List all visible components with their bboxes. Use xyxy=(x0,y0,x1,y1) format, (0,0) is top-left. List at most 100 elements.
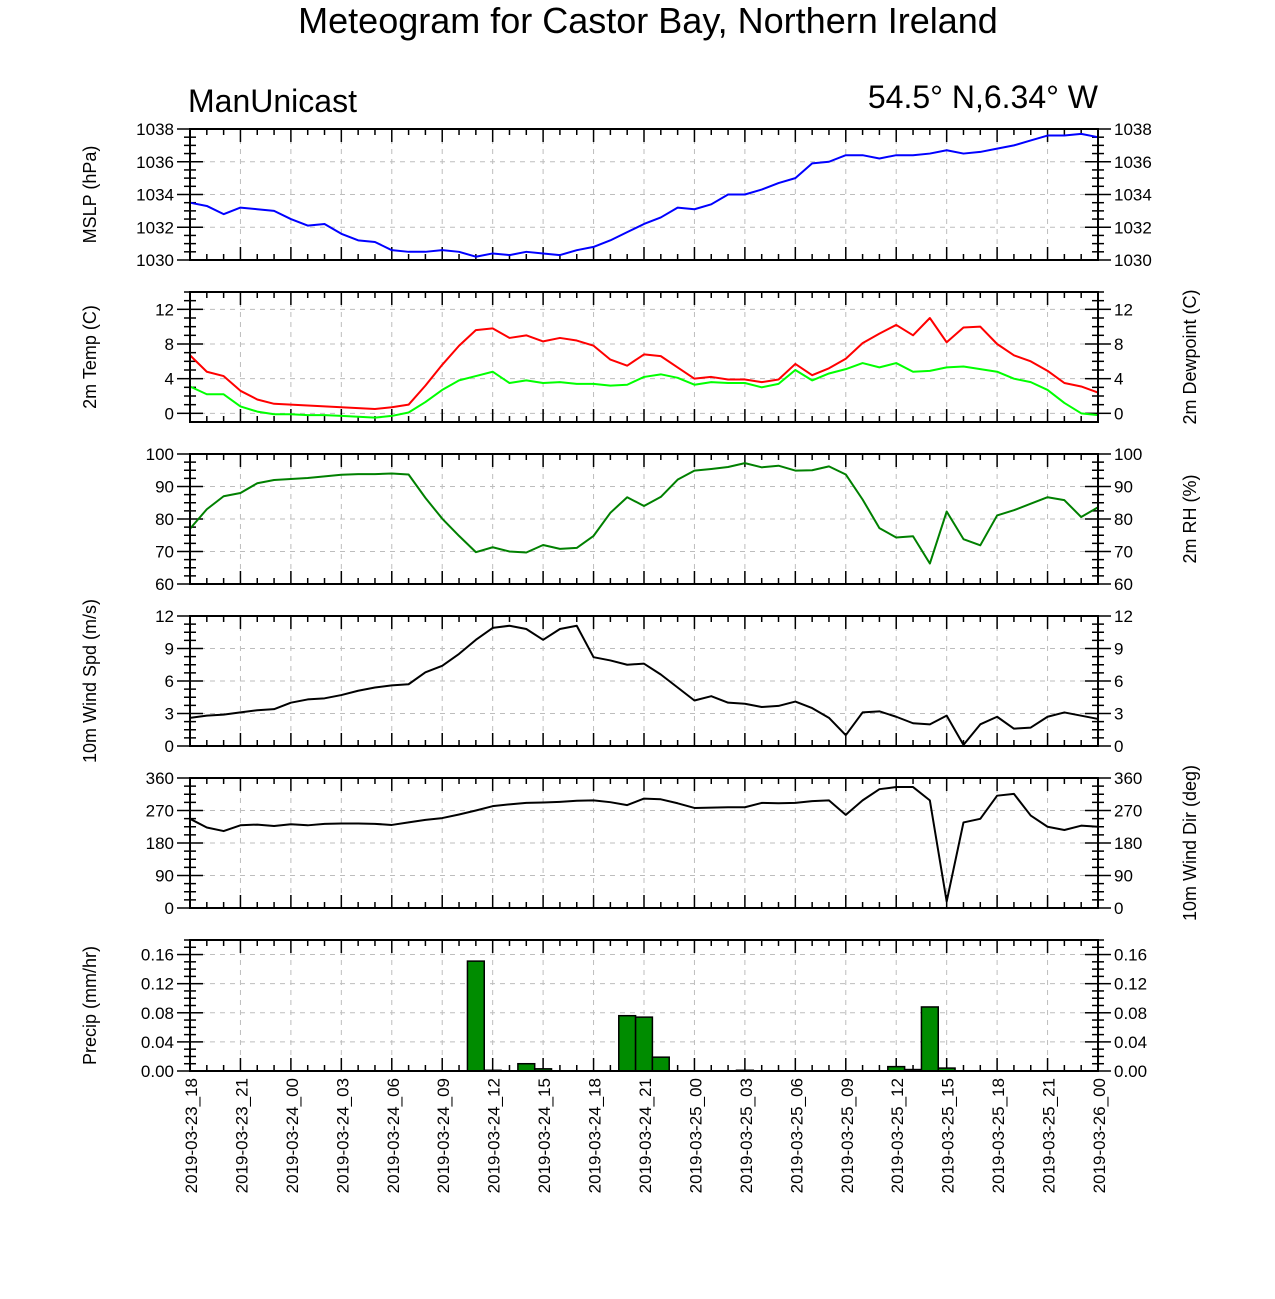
precip-bar xyxy=(651,1056,670,1072)
x-tick-label: 2019-03-26_00 xyxy=(1090,1078,1109,1193)
y-tick-label-left: 60 xyxy=(155,575,174,594)
x-tick-label: 2019-03-25_12 xyxy=(888,1078,907,1193)
y-tick-label-left: 1034 xyxy=(136,186,174,205)
x-tick-label: 2019-03-25_15 xyxy=(939,1078,958,1193)
series-line-rh xyxy=(189,462,1099,565)
y-tick-label-right: 60 xyxy=(1114,575,1133,594)
x-tick-label: 2019-03-25_03 xyxy=(737,1078,756,1193)
y-tick-label-left: 0.12 xyxy=(141,975,174,994)
chart-title: Meteogram for Castor Bay, Northern Irela… xyxy=(298,0,998,41)
precip-bar xyxy=(634,1016,654,1072)
y-axis-label-right: 10m Wind Dir (deg) xyxy=(1180,765,1200,921)
y-tick-label-left: 1038 xyxy=(136,120,174,139)
y-tick-label-left: 90 xyxy=(155,478,174,497)
panel-frame xyxy=(189,939,1099,1072)
y-tick-label-left: 0.04 xyxy=(141,1033,174,1052)
y-tick-label-right: 0.00 xyxy=(1114,1062,1147,1081)
y-tick-label-right: 6 xyxy=(1114,672,1123,691)
y-tick-label-right: 12 xyxy=(1114,607,1133,626)
y-tick-label-right: 0 xyxy=(1114,404,1123,423)
location-label: 54.5° N,6.34° W xyxy=(868,79,1099,115)
y-tick-label-right: 1034 xyxy=(1114,186,1152,205)
y-tick-label-left: 0 xyxy=(165,404,174,423)
y-tick-label-left: 6 xyxy=(165,672,174,691)
panel-frame xyxy=(189,128,1099,261)
x-tick-label: 2019-03-23_18 xyxy=(182,1078,201,1193)
y-tick-label-left: 0.16 xyxy=(141,946,174,965)
x-tick-label: 2019-03-25_09 xyxy=(838,1078,857,1193)
x-tick-label: 2019-03-25_06 xyxy=(787,1078,806,1193)
y-tick-label-right: 1032 xyxy=(1114,218,1152,237)
panel-mslp: 1030 1030 1032 1032 1034 1034 1036 1036 1038 1038… xyxy=(80,120,1152,270)
y-tick-label-left: 90 xyxy=(155,867,174,886)
x-tick-label: 2019-03-24_18 xyxy=(586,1078,605,1193)
y-tick-label-left: 270 xyxy=(146,802,174,821)
x-axis-labels: 2019-03-23_18 2019-03-23_21 2019-03-24_00 2… xyxy=(182,1078,1109,1193)
x-tick-label: 2019-03-24_03 xyxy=(333,1078,352,1193)
y-tick-label-left: 0.00 xyxy=(141,1062,174,1081)
y-tick-label-right: 0.04 xyxy=(1114,1033,1147,1052)
y-tick-label-right: 0.16 xyxy=(1114,946,1147,965)
panel-wspd: 0 0 3 3 6 6 9 9 12 12 10m Wind Spd (m/s) xyxy=(80,599,1133,763)
y-tick-label-right: 3 xyxy=(1114,705,1123,724)
y-tick-label-right: 270 xyxy=(1114,802,1142,821)
y-tick-label-right: 8 xyxy=(1114,335,1123,354)
y-tick-label-left: 1032 xyxy=(136,218,174,237)
precip-bar xyxy=(920,1006,940,1072)
y-tick-label-left: 180 xyxy=(146,834,174,853)
panel-temp: 0 0 4 4 8 8 12 12 2m Temp (C) 2m Dewpoint (C) xyxy=(80,289,1200,424)
y-tick-label-right: 100 xyxy=(1114,445,1142,464)
y-tick-label-left: 360 xyxy=(146,769,174,788)
y-tick-label-right: 1030 xyxy=(1114,251,1152,270)
y-axis-label-left: 2m Temp (C) xyxy=(80,305,100,409)
panel-wdir: 0 0 90 90 180 180 270 270 360 360 10m Wind Dir (de… xyxy=(146,765,1200,921)
y-axis-label-left: 10m Wind Spd (m/s) xyxy=(80,599,100,763)
y-tick-label-right: 0.12 xyxy=(1114,975,1147,994)
y-tick-label-right: 180 xyxy=(1114,834,1142,853)
series-line-mslp xyxy=(189,132,1099,258)
y-tick-label-left: 12 xyxy=(155,300,174,319)
panel-precip: 0.00 0.00 0.04 0.04 0.08 0.08 0.12 0.12 0.16 0.16… xyxy=(80,939,1147,1081)
y-tick-label-right: 80 xyxy=(1114,510,1133,529)
y-tick-label-right: 0 xyxy=(1114,737,1123,756)
y-tick-label-left: 100 xyxy=(146,445,174,464)
y-tick-label-right: 90 xyxy=(1114,478,1133,497)
panel-frame xyxy=(189,453,1099,585)
y-tick-label-right: 1038 xyxy=(1114,120,1152,139)
y-tick-label-right: 4 xyxy=(1114,370,1123,389)
y-tick-label-left: 0 xyxy=(165,737,174,756)
series-line-dew xyxy=(189,362,1099,419)
panel-frame xyxy=(189,777,1099,909)
y-tick-label-left: 80 xyxy=(155,510,174,529)
x-tick-label: 2019-03-23_21 xyxy=(232,1078,251,1193)
y-tick-label-right: 1036 xyxy=(1114,153,1152,172)
y-axis-label-right: 2m RH (%) xyxy=(1180,475,1200,564)
y-tick-label-left: 0 xyxy=(165,899,174,918)
panel-frame xyxy=(189,615,1099,747)
x-tick-label: 2019-03-25_18 xyxy=(989,1078,1008,1193)
y-tick-label-left: 9 xyxy=(165,640,174,659)
y-tick-label-left: 1030 xyxy=(136,251,174,270)
y-tick-label-left: 70 xyxy=(155,543,174,562)
panel-rh: 60 60 70 70 80 80 90 90 100 100 2m RH (%) xyxy=(146,445,1200,594)
y-tick-label-right: 70 xyxy=(1114,543,1133,562)
x-tick-label: 2019-03-24_09 xyxy=(434,1078,453,1193)
y-tick-label-right: 360 xyxy=(1114,769,1142,788)
x-tick-label: 2019-03-25_21 xyxy=(1040,1078,1059,1193)
series-line-black xyxy=(189,624,1099,746)
y-tick-label-right: 0 xyxy=(1114,899,1123,918)
y-tick-label-right: 12 xyxy=(1114,300,1133,319)
x-tick-label: 2019-03-24_06 xyxy=(384,1078,403,1193)
y-axis-label-left: MSLP (hPa) xyxy=(80,146,100,244)
x-tick-label: 2019-03-24_15 xyxy=(535,1078,554,1193)
y-tick-label-right: 9 xyxy=(1114,640,1123,659)
x-tick-label: 2019-03-24_00 xyxy=(283,1078,302,1193)
model-name: ManUnicast xyxy=(188,83,357,119)
precip-bar xyxy=(618,1014,637,1072)
precip-bar xyxy=(466,960,486,1072)
y-tick-label-left: 4 xyxy=(165,370,174,389)
y-tick-label-left: 8 xyxy=(165,335,174,354)
panels: 1030 1030 1032 1032 1034 1034 1036 1036 1038 1038… xyxy=(80,120,1200,1081)
x-tick-label: 2019-03-24_21 xyxy=(636,1078,655,1193)
